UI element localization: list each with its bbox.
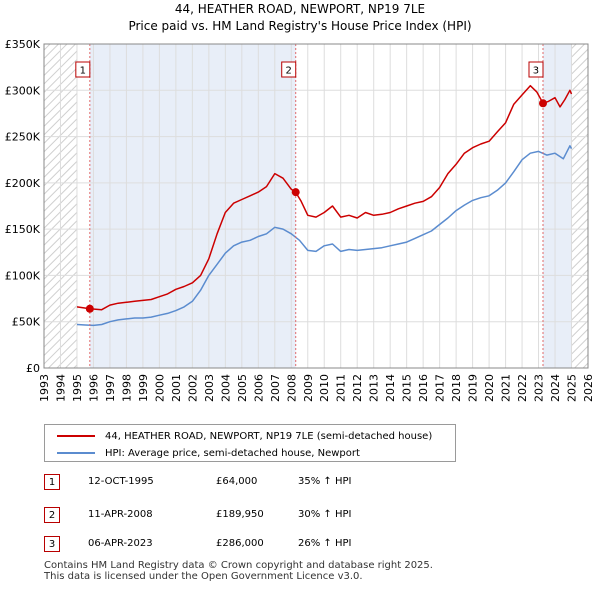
transaction-hpi: 30% ↑ HPI: [298, 509, 352, 520]
y-tick-label: £300K: [5, 84, 41, 97]
transaction-date: 06-APR-2023: [88, 538, 153, 549]
y-tick-label: £250K: [5, 131, 41, 144]
x-tick-label: 2006: [252, 374, 265, 402]
x-tick-label: 2019: [467, 374, 480, 402]
x-tick-label: 2021: [500, 374, 513, 402]
y-tick-label: £150K: [5, 223, 41, 236]
x-tick-label: 1994: [54, 374, 67, 402]
x-tick-label: 2023: [533, 374, 546, 402]
sale-point: [85, 304, 94, 313]
x-tick-label: 2000: [153, 374, 166, 402]
marker-box: [281, 61, 297, 78]
transaction-price: £286,000: [216, 538, 264, 549]
x-tick-label: 1997: [104, 374, 117, 402]
transaction-row: 3 06-APR-2023 £286,000 26% ↑ HPI: [44, 536, 444, 554]
chart-title: 44, HEATHER ROAD, NEWPORT, NP19 7LE: [174, 2, 426, 16]
x-tick-label: 1996: [87, 374, 100, 402]
hpi-line: [76, 145, 573, 327]
transaction-price: £189,950: [216, 509, 264, 520]
transaction-number: 1: [44, 474, 60, 490]
x-tick-label: 2010: [318, 374, 331, 402]
x-tick-label: 1999: [137, 374, 150, 402]
x-tick-label: 1998: [120, 374, 133, 402]
transaction-price: £64,000: [216, 476, 258, 487]
transaction-row: 2 11-APR-2008 £189,950 30% ↑ HPI: [44, 507, 444, 525]
x-tick-label: 2009: [302, 374, 315, 402]
chart-subtitle: Price paid vs. HM Land Registry's House …: [128, 19, 472, 33]
x-tick-label: 2002: [186, 374, 199, 402]
transaction-number: 2: [44, 507, 60, 523]
transaction-date: 12-OCT-1995: [88, 476, 154, 487]
plot-frame: [43, 43, 589, 369]
legend-swatch-red: [57, 435, 95, 437]
price-paid-line: [76, 84, 573, 311]
sale-point: [291, 188, 300, 197]
x-tick-label: 2022: [516, 374, 529, 402]
x-tick-label: 1993: [38, 374, 51, 402]
footer-copyright: Contains HM Land Registry data © Crown c…: [44, 560, 433, 571]
x-tick-label: 1995: [71, 374, 84, 402]
x-tick-label: 2012: [351, 374, 364, 402]
transaction-number: 3: [44, 536, 60, 552]
legend-item-red: 44, HEATHER ROAD, NEWPORT, NP19 7LE (sem…: [45, 428, 432, 444]
transaction-row: 1 12-OCT-1995 £64,000 35% ↑ HPI: [44, 474, 444, 492]
transaction-date: 11-APR-2008: [88, 509, 153, 520]
marker-label: 3: [533, 66, 539, 77]
y-tick-label: £0: [26, 362, 40, 375]
x-tick-label: 2008: [285, 374, 298, 402]
x-tick-label: 2011: [335, 374, 348, 402]
hatch-region: [571, 44, 588, 368]
x-tick-label: 2005: [236, 374, 249, 402]
marker-label: 2: [286, 66, 292, 77]
x-tick-label: 2001: [170, 374, 183, 402]
marker-label: 1: [80, 66, 86, 77]
x-tick-label: 2025: [566, 374, 579, 402]
marker-box: [75, 61, 91, 78]
x-tick-label: 2020: [483, 374, 496, 402]
y-tick-label: £200K: [5, 177, 41, 190]
transaction-hpi: 26% ↑ HPI: [298, 538, 352, 549]
x-tick-label: 2003: [203, 374, 216, 402]
x-tick-label: 2018: [450, 374, 463, 402]
x-tick-label: 2017: [434, 374, 447, 402]
x-tick-label: 2024: [549, 374, 562, 402]
y-tick-label: £100K: [5, 269, 41, 282]
marker-box: [528, 61, 544, 78]
legend-swatch-blue: [57, 452, 95, 454]
transaction-hpi: 35% ↑ HPI: [298, 476, 352, 487]
x-tick-label: 2004: [219, 374, 232, 402]
x-tick-label: 2016: [417, 374, 430, 402]
footer-licence: This data is licensed under the Open Gov…: [44, 571, 363, 582]
x-tick-label: 2013: [368, 374, 381, 402]
x-tick-label: 2014: [384, 374, 397, 402]
legend: 44, HEATHER ROAD, NEWPORT, NP19 7LE (sem…: [44, 424, 456, 462]
ownership-band: [542, 44, 572, 368]
x-tick-label: 2007: [269, 374, 282, 402]
x-tick-label: 2026: [582, 374, 595, 402]
legend-item-blue: HPI: Average price, semi-detached house,…: [45, 445, 360, 461]
x-tick-label: 2015: [401, 374, 414, 402]
y-tick-label: £50K: [12, 316, 41, 329]
sale-point: [538, 99, 547, 108]
y-tick-label: £350K: [5, 38, 41, 51]
legend-label-red: 44, HEATHER ROAD, NEWPORT, NP19 7LE (sem…: [105, 430, 433, 442]
legend-label-blue: HPI: Average price, semi-detached house,…: [105, 447, 360, 459]
price-chart: 1 2 3 £0 £50K £100K £150K £200K £250K £300K £350K…: [5, 38, 595, 402]
